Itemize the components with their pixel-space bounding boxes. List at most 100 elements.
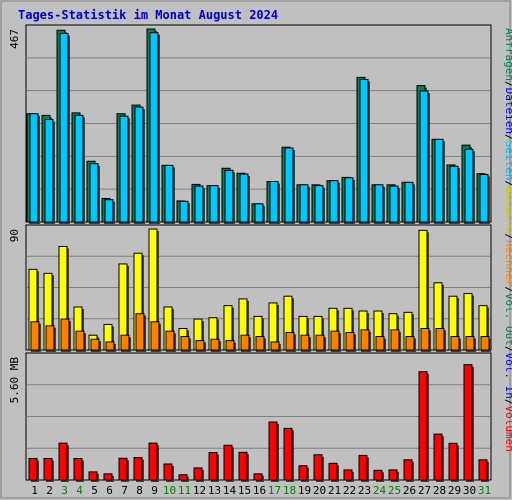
day-label: 27: [418, 484, 431, 497]
bar-dateien: [269, 180, 279, 223]
bar-volumen: [58, 442, 68, 481]
bar-rechner: [405, 336, 415, 351]
bar-volumen: [73, 457, 83, 481]
chart-panels: 467 90 5.60 MB: [8, 24, 492, 481]
bar-dateien: [149, 32, 159, 223]
legend-rechner: Rechner: [503, 240, 512, 287]
legend-anfragen: Anfragen: [503, 28, 512, 81]
bar-dateien: [59, 33, 69, 223]
bar-dateien: [299, 184, 309, 223]
legend-sep: /: [503, 399, 512, 406]
day-label: 17: [268, 484, 281, 497]
bar-dateien: [479, 173, 489, 223]
legend-vol-out: Vol. Out: [503, 293, 512, 346]
day-label: 20: [313, 484, 326, 497]
bar-dateien: [194, 185, 204, 223]
bar-volumen: [268, 421, 278, 481]
bar-volumen: [88, 471, 98, 481]
bar-volumen: [418, 371, 428, 481]
bar-rechner: [330, 330, 340, 351]
y-max-label: 467: [8, 29, 21, 49]
bar-volumen: [178, 474, 188, 481]
chart-title: Tages-Statistik im Monat August 2024: [18, 8, 279, 22]
bar-rechner: [345, 332, 355, 351]
y-max-label: 90: [8, 229, 21, 242]
bar-rechner: [60, 318, 70, 351]
day-label: 1: [31, 484, 38, 497]
legend-text: Anfragen/Dateien/Seiten/Besuche/Rechner/…: [503, 28, 512, 452]
bar-dateien: [449, 165, 459, 223]
day-label: 18: [283, 484, 296, 497]
bar-volumen: [358, 454, 368, 481]
bar-rechner: [480, 336, 490, 351]
bar-volumen: [28, 457, 38, 481]
legend-sep: /: [503, 233, 512, 240]
bar-rechner: [30, 321, 40, 351]
day-label: 25: [388, 484, 401, 497]
bar-rechner: [45, 325, 55, 351]
day-label: 9: [151, 484, 158, 497]
day-label: 16: [253, 484, 266, 497]
bar-dateien: [419, 90, 429, 223]
bar-volumen: [238, 451, 248, 481]
legend-sep: /: [503, 286, 512, 293]
bar-volumen: [403, 459, 413, 481]
bar-volumen: [433, 433, 443, 481]
bar-rechner: [240, 334, 250, 351]
legend-volumen: Volumen: [503, 406, 512, 452]
bar-rechner: [195, 340, 205, 351]
bar-rechner: [90, 338, 100, 351]
bar-volumen: [163, 463, 173, 481]
day-label: 26: [403, 484, 416, 497]
bar-rechner: [255, 336, 265, 351]
day-label: 28: [433, 484, 446, 497]
day-label: 10: [163, 484, 176, 497]
bar-rechner: [300, 334, 310, 351]
bar-rechner: [105, 341, 115, 351]
bar-rechner: [165, 330, 175, 351]
bar-dateien: [224, 169, 234, 223]
day-label: 4: [76, 484, 83, 497]
legend-sep: /: [503, 346, 512, 353]
bar-volumen: [388, 469, 398, 481]
bar-volumen: [463, 364, 473, 481]
legend-sep: /: [503, 180, 512, 187]
bar-rechner: [435, 327, 445, 351]
day-label: 19: [298, 484, 311, 497]
day-label: 29: [448, 484, 461, 497]
bar-dateien: [329, 180, 339, 223]
bar-dateien: [374, 184, 384, 223]
bar-rechner: [375, 336, 385, 351]
day-label: 6: [106, 484, 113, 497]
day-label: 23: [358, 484, 371, 497]
bar-dateien: [314, 185, 324, 223]
bar-rechner: [270, 341, 280, 351]
legend-besuche: Besuche: [503, 187, 512, 233]
bar-rechner: [150, 321, 160, 351]
legend-vol-in: Vol. In: [503, 353, 512, 399]
bar-dateien: [239, 173, 249, 223]
day-label: 8: [136, 484, 143, 497]
bar-rechner: [465, 336, 475, 351]
bar-dateien: [119, 115, 129, 223]
legend-seiten: Seiten: [503, 141, 512, 181]
y-max-label: 5.60 MB: [8, 357, 21, 404]
bar-volumen: [298, 465, 308, 481]
bar-dateien: [164, 164, 174, 223]
day-label: 30: [463, 484, 476, 497]
day-label: 22: [343, 484, 356, 497]
bar-rechner: [180, 336, 190, 351]
bar-rechner: [420, 327, 430, 351]
bar-dateien: [284, 147, 294, 223]
day-label: 24: [373, 484, 387, 497]
legend-sep: /: [503, 134, 512, 141]
bar-rechner: [315, 334, 325, 351]
bar-volumen: [223, 444, 233, 481]
day-label: 13: [208, 484, 221, 497]
bar-dateien: [104, 199, 114, 223]
bar-dateien: [404, 181, 414, 223]
bar-dateien: [134, 106, 144, 223]
bar-volumen: [253, 473, 263, 481]
